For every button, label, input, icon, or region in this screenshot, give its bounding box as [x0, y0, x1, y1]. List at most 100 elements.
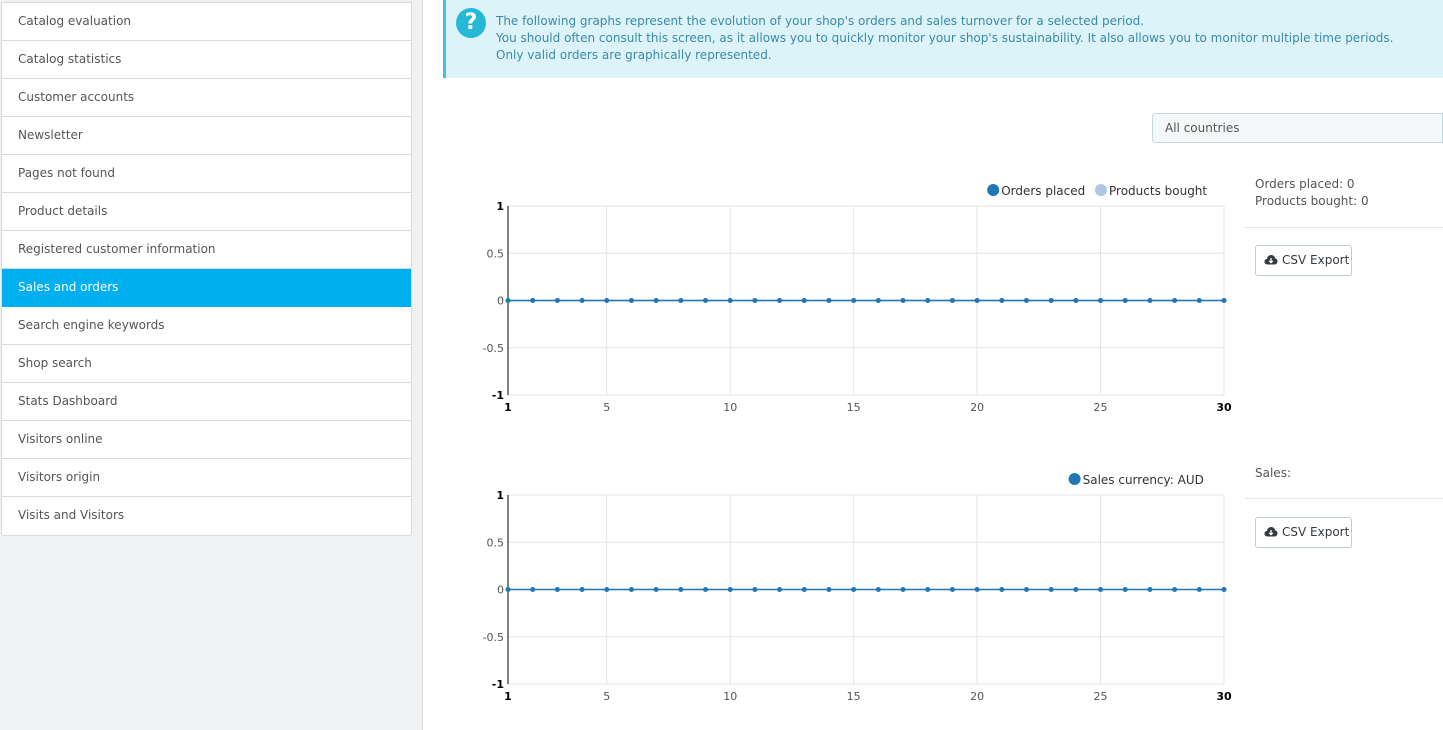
y-tick-label: -0.5	[483, 342, 504, 355]
orders-stats: Orders placed: 0 Products bought: 0	[1255, 176, 1369, 210]
data-point	[1098, 587, 1104, 592]
data-point	[554, 587, 560, 592]
x-tick-label: 5	[603, 401, 610, 414]
data-point	[628, 298, 634, 303]
sales-stat: Sales:	[1255, 466, 1291, 480]
data-point	[900, 298, 906, 303]
data-point	[579, 298, 585, 303]
y-tick-label: 0	[497, 584, 504, 597]
data-point	[1073, 587, 1079, 592]
data-point	[1196, 298, 1202, 303]
data-point	[949, 587, 955, 592]
y-tick-label: 1	[496, 489, 504, 502]
sidebar-item[interactable]: Stats Dashboard	[2, 383, 411, 421]
module-list: Catalog evaluation Catalog statistics Cust…	[1, 2, 412, 536]
sidebar-item[interactable]: Customer accounts	[2, 79, 411, 117]
sidebar-item[interactable]: Visitors origin	[2, 459, 411, 497]
data-point	[604, 298, 610, 303]
y-tick-label: 1	[496, 200, 504, 213]
data-point	[678, 587, 684, 592]
data-point	[530, 298, 536, 303]
sidebar-item[interactable]: Catalog statistics	[2, 41, 411, 79]
data-point	[777, 298, 783, 303]
info-alert: ? The following graphs represent the evo…	[443, 0, 1443, 78]
legend-label: Sales currency: AUD	[1083, 473, 1204, 487]
csv-export-label: CSV Export	[1282, 253, 1350, 267]
legend-label: Orders placed	[1001, 184, 1085, 198]
sidebar-item[interactable]: Sales and orders	[2, 269, 411, 307]
sales-stats: Sales:	[1255, 465, 1291, 482]
sidebar-item[interactable]: Registered customer information	[2, 231, 411, 269]
x-tick-label: 30	[1216, 690, 1232, 703]
x-tick-label: 15	[847, 401, 861, 414]
data-point	[752, 298, 758, 303]
x-tick-label: 1	[504, 690, 512, 703]
left-panel: Catalog evaluation Catalog statistics Cust…	[0, 0, 423, 730]
data-point	[999, 298, 1005, 303]
data-point	[801, 587, 807, 592]
sidebar-item[interactable]: Shop search	[2, 345, 411, 383]
data-point	[1048, 298, 1054, 303]
legend-label: Products bought	[1109, 184, 1207, 198]
sidebar-item[interactable]: Visitors online	[2, 421, 411, 459]
x-tick-label: 15	[847, 690, 861, 703]
y-tick-label: -1	[492, 389, 504, 402]
sidebar-item[interactable]: Pages not found	[2, 155, 411, 193]
x-tick-label: 10	[723, 690, 737, 703]
data-point	[505, 587, 511, 592]
info-line: The following graphs represent the evolu…	[496, 14, 1145, 28]
data-point	[900, 587, 906, 592]
x-tick-label: 5	[603, 690, 610, 703]
data-point	[703, 587, 709, 592]
csv-export-button[interactable]: CSV Export	[1255, 245, 1352, 276]
legend-item[interactable]: Products bought	[1095, 184, 1207, 198]
x-tick-label: 20	[970, 401, 984, 414]
data-point	[974, 587, 980, 592]
x-tick-label: 1	[504, 401, 512, 414]
y-tick-label: 0.5	[487, 247, 505, 260]
data-point	[727, 298, 733, 303]
data-point	[875, 298, 881, 303]
country-select[interactable]: All countries	[1152, 113, 1443, 143]
data-point	[1048, 587, 1054, 592]
data-point	[1172, 298, 1178, 303]
legend-item[interactable]: Orders placed	[987, 184, 1085, 198]
data-point	[801, 298, 807, 303]
data-point	[875, 587, 881, 592]
csv-export-button[interactable]: CSV Export	[1255, 517, 1352, 548]
data-point	[826, 587, 832, 592]
sidebar-item[interactable]: Product details	[2, 193, 411, 231]
data-point	[1122, 587, 1128, 592]
data-point	[579, 587, 585, 592]
data-point	[1023, 587, 1029, 592]
data-point	[974, 298, 980, 303]
orders-placed-stat: Orders placed: 0	[1255, 177, 1355, 191]
legend-item[interactable]: Sales currency: AUD	[1068, 473, 1204, 487]
divider	[1245, 227, 1443, 228]
question-icon: ?	[456, 8, 486, 38]
data-point	[925, 298, 931, 303]
data-point	[851, 587, 857, 592]
y-tick-label: -0.5	[483, 631, 504, 644]
y-tick-label: 0	[497, 295, 504, 308]
sidebar-item[interactable]: Search engine keywords	[2, 307, 411, 345]
data-point	[530, 587, 536, 592]
legend-dot	[987, 184, 1000, 196]
data-point	[1122, 298, 1128, 303]
sidebar-item[interactable]: Catalog evaluation	[2, 3, 411, 41]
data-point	[949, 298, 955, 303]
legend-dot	[1068, 473, 1081, 485]
products-bought-stat: Products bought: 0	[1255, 194, 1369, 208]
data-point	[628, 587, 634, 592]
data-point	[1221, 298, 1227, 303]
y-tick-label: 0.5	[487, 536, 505, 549]
cloud-download-icon	[1264, 255, 1278, 265]
sidebar-item[interactable]: Visits and Visitors	[18, 508, 125, 522]
data-point	[505, 298, 511, 303]
data-point	[1172, 587, 1178, 592]
sidebar-item[interactable]: Newsletter	[2, 117, 411, 155]
info-line: You should often consult this screen, as…	[496, 31, 1394, 45]
x-tick-label: 25	[1094, 401, 1108, 414]
x-tick-label: 25	[1094, 690, 1108, 703]
x-tick-label: 30	[1216, 401, 1232, 414]
